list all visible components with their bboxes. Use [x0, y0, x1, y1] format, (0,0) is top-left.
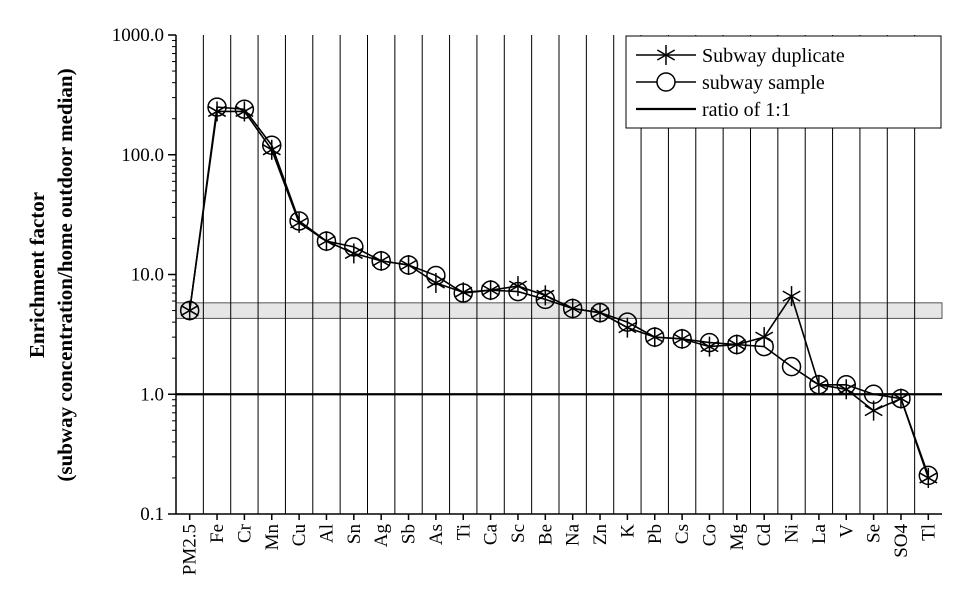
x-tick-label: Ag — [371, 524, 392, 548]
y-tick-label: 1.0 — [140, 384, 164, 405]
data-point-circle — [891, 388, 911, 409]
x-tick-label: Zn — [590, 524, 611, 546]
legend-marker-asterisk — [656, 49, 676, 61]
asterisk-stroke — [235, 105, 254, 118]
x-tick-label: Pb — [645, 524, 666, 544]
data-point-circle — [809, 375, 829, 395]
data-point-asterisk — [262, 139, 281, 160]
legend-label: Subway duplicate — [702, 45, 845, 67]
y-tick-labels: 0.1 1.0 10.0 100.0 1000.0 — [112, 25, 164, 525]
data-point-circle — [562, 298, 583, 319]
data-point-asterisk — [508, 276, 528, 297]
asterisk-stroke — [864, 404, 883, 417]
data-point-circle — [344, 237, 364, 257]
x-tick-label: PM2.5 — [180, 524, 201, 575]
data-point-circle — [453, 283, 473, 303]
x-tick-label: Mg — [727, 524, 748, 551]
data-point-circle — [727, 334, 747, 355]
data-point-circle — [480, 280, 501, 300]
x-tick-label: Cd — [754, 524, 775, 547]
x-tick-label: Be — [535, 524, 556, 545]
data-point-asterisk — [618, 317, 637, 338]
x-tick-label: Se — [864, 524, 885, 543]
asterisk-stroke — [618, 321, 637, 334]
data-point-circle — [863, 384, 884, 404]
y-axis-title-line1: Enrichment factor — [25, 192, 49, 358]
y-axis-title: Enrichment factor (subway concentration/… — [25, 68, 77, 481]
x-tick-label: La — [809, 523, 830, 544]
x-tick-label: K — [617, 524, 638, 538]
data-point-asterisk — [536, 285, 555, 306]
data-point-circle — [234, 99, 255, 119]
x-tick-label: Al — [316, 524, 337, 543]
asterisk-stroke — [290, 217, 309, 229]
x-tick-label: Fe — [207, 524, 228, 543]
gridlines — [202, 35, 916, 514]
x-tick-label: Tl — [918, 524, 939, 541]
axes — [168, 34, 942, 520]
x-tick-label: As — [426, 524, 447, 545]
data-point-circle — [672, 329, 692, 349]
legend-label: ratio of 1:1 — [702, 99, 791, 121]
data-point-asterisk — [782, 286, 801, 307]
y-tick-label: 1000.0 — [112, 25, 164, 46]
x-tick-label: Cs — [672, 524, 693, 544]
x-tick-label: Ni — [782, 524, 803, 543]
x-tick-label: Sc — [508, 524, 529, 543]
y-tick-label: 0.1 — [140, 504, 164, 525]
data-point-circle — [371, 251, 391, 271]
data-point-asterisk — [837, 379, 856, 400]
x-tick-label: Co — [699, 524, 720, 546]
data-point-circle — [836, 375, 856, 395]
data-point-circle — [590, 302, 610, 323]
data-point-circle — [179, 300, 200, 321]
x-tick-label: Ti — [453, 524, 474, 540]
data-point-circle — [645, 327, 665, 347]
asterisk-stroke — [262, 144, 281, 156]
data-point-circle — [781, 356, 802, 377]
x-tick-label: Mn — [262, 524, 283, 551]
data-point-circle — [508, 281, 528, 302]
x-tick-label: Cu — [289, 524, 310, 547]
data-point-circle — [289, 211, 309, 231]
data-point-circle — [699, 332, 720, 353]
data-point-circle — [535, 289, 556, 310]
series-line-1 — [188, 106, 930, 476]
x-tick-label: SO4 — [891, 524, 912, 558]
data-point-circle — [754, 336, 774, 357]
x-tick-label: Na — [563, 523, 584, 546]
legend: Subway duplicate subway sample ratio of 1:… — [625, 35, 942, 129]
y-tick-label: 10.0 — [131, 265, 164, 286]
x-tick-labels: PM2.5 Fe Cr Mn Cu Al Sn Ag Sb As Ti Ca Sc Be Na Zn K Pb Cs… — [180, 523, 940, 575]
legend-label: subway sample — [702, 72, 825, 94]
y-tick-label: 100.0 — [121, 145, 164, 166]
x-tick-label: Ca — [481, 523, 502, 545]
data-point-circle — [398, 255, 419, 275]
asterisk-stroke — [508, 280, 528, 292]
series-layer — [179, 97, 939, 488]
x-tick-label: Cr — [234, 523, 255, 543]
y-axis-title-line2: (subway concentration/home outdoor media… — [53, 68, 77, 481]
data-point-circle — [207, 97, 227, 117]
data-point-circle — [617, 312, 638, 332]
asterisk-stroke — [782, 290, 801, 302]
data-point-circle — [262, 135, 282, 156]
legend-marker-circle — [656, 72, 676, 92]
x-tick-label: Sn — [344, 524, 365, 545]
x-tick-label: Sb — [399, 524, 420, 544]
data-point-circle — [316, 231, 337, 251]
data-point-circle — [426, 265, 446, 286]
data-point-circle — [918, 465, 939, 486]
x-tick-label: V — [836, 524, 857, 538]
